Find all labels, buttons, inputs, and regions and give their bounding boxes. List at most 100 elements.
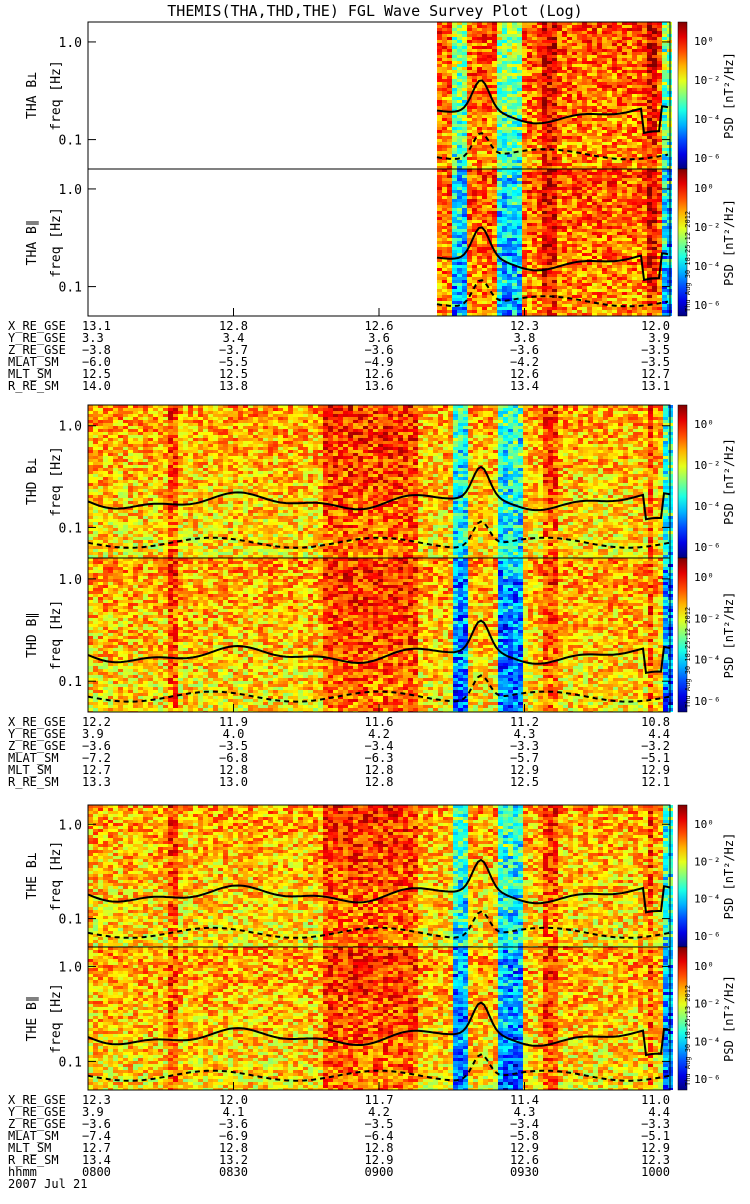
spectrogram-cell bbox=[537, 208, 542, 211]
spectrogram-cell bbox=[437, 259, 442, 262]
spectrogram-cell bbox=[632, 133, 637, 136]
spectrogram-cell bbox=[547, 298, 552, 301]
spectrogram-cell bbox=[537, 310, 542, 313]
spectrogram-cell bbox=[532, 181, 537, 184]
spectrogram-cell bbox=[472, 292, 477, 295]
spectrogram-cell bbox=[93, 552, 98, 555]
spectrogram-cell bbox=[452, 196, 457, 199]
spectrogram-cell bbox=[562, 190, 567, 193]
spectrogram-cell bbox=[627, 175, 632, 178]
spectrogram-cell bbox=[602, 205, 607, 208]
spectrogram-cell bbox=[532, 259, 537, 262]
spectrogram-cell bbox=[612, 88, 617, 91]
spectrogram-cell bbox=[612, 307, 617, 310]
spectrogram-cell bbox=[647, 256, 652, 259]
spectrogram-cell bbox=[547, 205, 552, 208]
spectrogram-cell bbox=[442, 250, 447, 253]
spectrogram-cell bbox=[502, 283, 507, 286]
spectrogram-cell bbox=[627, 148, 632, 151]
spectrogram-cell bbox=[577, 121, 582, 124]
spectrogram-cell bbox=[602, 190, 607, 193]
spectrogram-cell bbox=[607, 100, 612, 103]
spectrogram-cell bbox=[567, 259, 572, 262]
spectrogram-cell bbox=[517, 310, 522, 313]
spectrogram-cell bbox=[497, 70, 502, 73]
spectrogram-cell bbox=[532, 235, 537, 238]
spectrogram-cell bbox=[442, 28, 447, 31]
spectrogram-cell bbox=[547, 274, 552, 277]
spectrogram-cell bbox=[607, 208, 612, 211]
spectrogram-cell bbox=[502, 229, 507, 232]
spectrogram-cell bbox=[482, 151, 487, 154]
spectrogram-cell bbox=[467, 73, 472, 76]
spectrogram-cell bbox=[622, 142, 627, 145]
spectrogram-cell bbox=[512, 235, 517, 238]
spectrogram-cell bbox=[582, 52, 587, 55]
spectrogram-cell bbox=[467, 154, 472, 157]
spectrogram-cell bbox=[612, 121, 617, 124]
spectrogram-cell bbox=[477, 46, 482, 49]
spectrogram-cell bbox=[477, 286, 482, 289]
spectrogram-cell bbox=[462, 187, 467, 190]
spectrogram-cell bbox=[552, 238, 557, 241]
spectrogram-cell bbox=[442, 91, 447, 94]
spectrogram-cell bbox=[657, 235, 662, 238]
ephemeris-value: 13.8 bbox=[219, 379, 248, 393]
spectrogram-cell bbox=[612, 82, 617, 85]
spectrogram-cell bbox=[572, 226, 577, 229]
spectrogram-cell bbox=[477, 121, 482, 124]
spectrogram-cell bbox=[652, 82, 657, 85]
spectrogram-cell bbox=[482, 247, 487, 250]
spectrogram-cell bbox=[547, 304, 552, 307]
spectrogram-cell bbox=[502, 145, 507, 148]
spectrogram-cell bbox=[587, 163, 592, 166]
spectrogram-cell bbox=[537, 145, 542, 148]
spectrogram-cell bbox=[607, 121, 612, 124]
spectrogram-cell bbox=[487, 133, 492, 136]
spectrogram-cell bbox=[622, 220, 627, 223]
spectrogram-cell bbox=[637, 40, 642, 43]
spectrogram-cell bbox=[597, 121, 602, 124]
spectrogram-cell bbox=[547, 91, 552, 94]
spectrogram-cell bbox=[577, 160, 582, 163]
spectrogram-cell bbox=[607, 151, 612, 154]
spectrogram-cell bbox=[108, 441, 113, 444]
spectrogram-cell bbox=[477, 283, 482, 286]
spectrogram-cell bbox=[612, 85, 617, 88]
spectrogram-cell bbox=[502, 238, 507, 241]
spectrogram-cell bbox=[587, 280, 592, 283]
spectrogram-cell bbox=[552, 157, 557, 160]
spectrogram-cell bbox=[592, 232, 597, 235]
spectrogram-cell bbox=[492, 262, 497, 265]
spectrogram-cell bbox=[507, 247, 512, 250]
spectrogram-cell bbox=[482, 127, 487, 130]
spectrogram-cell bbox=[452, 283, 457, 286]
spectrogram-cell bbox=[522, 187, 527, 190]
spectrogram-cell bbox=[537, 250, 542, 253]
spectrogram-cell bbox=[557, 79, 562, 82]
spectrogram-cell bbox=[627, 199, 632, 202]
spectrogram-cell bbox=[652, 214, 657, 217]
spectrogram-cell bbox=[627, 235, 632, 238]
spectrogram-cell bbox=[562, 94, 567, 97]
spectrogram-cell bbox=[642, 25, 647, 28]
spectrogram-cell bbox=[522, 73, 527, 76]
spectrogram-cell bbox=[642, 283, 647, 286]
spectrogram-cell bbox=[627, 241, 632, 244]
spectrogram-cell bbox=[477, 145, 482, 148]
spectrogram-cell bbox=[552, 175, 557, 178]
ephemeris-label: R_RE_SM bbox=[8, 379, 59, 393]
spectrogram-cell bbox=[442, 82, 447, 85]
spectrogram-cell bbox=[597, 292, 602, 295]
spectrogram-cell bbox=[572, 142, 577, 145]
spectrogram-cell bbox=[562, 43, 567, 46]
spectrogram-cell bbox=[502, 130, 507, 133]
spectrogram-cell bbox=[597, 190, 602, 193]
spectrogram-cell bbox=[597, 127, 602, 130]
spectrogram-cell bbox=[617, 247, 622, 250]
spectrogram-cell bbox=[457, 286, 462, 289]
spectrogram-cell bbox=[487, 37, 492, 40]
spectrogram-cell bbox=[572, 205, 577, 208]
spectrogram-cell bbox=[532, 226, 537, 229]
colorbar-label: PSD [nT²/Hz] bbox=[722, 52, 736, 139]
